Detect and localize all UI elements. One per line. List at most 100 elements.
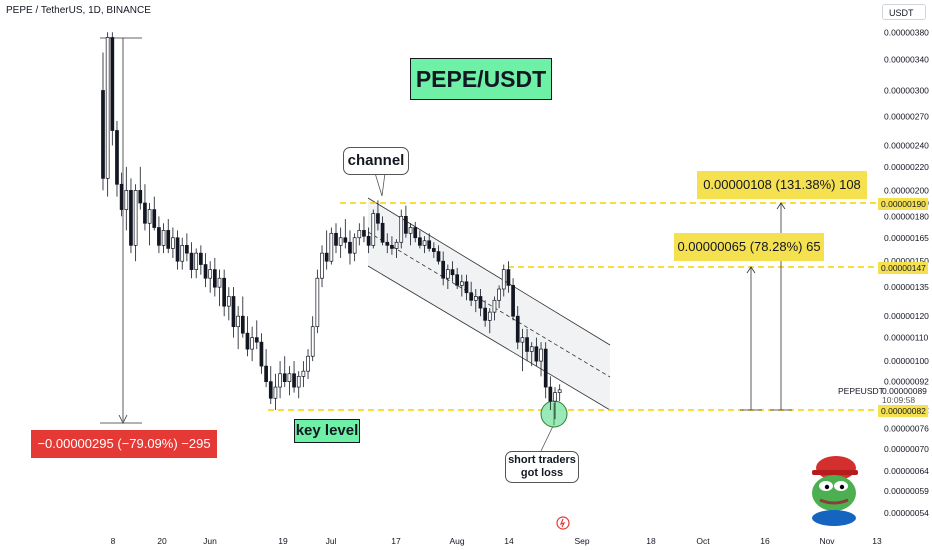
candle bbox=[553, 387, 557, 420]
candle-body bbox=[511, 285, 515, 317]
y-tick-label: 0.00000200 bbox=[884, 185, 929, 195]
candle-body bbox=[273, 386, 278, 399]
candle-body bbox=[422, 240, 427, 246]
x-tick-label: 16 bbox=[760, 536, 770, 546]
candle bbox=[105, 32, 110, 197]
candle-body bbox=[427, 240, 432, 249]
target2-arrow bbox=[776, 202, 786, 210]
drop-measure-label: −0.00000295 (−79.09%) −295 bbox=[31, 430, 217, 458]
candle-body bbox=[520, 337, 525, 343]
candle bbox=[548, 376, 553, 410]
y-tick-label: 0.00000092 bbox=[884, 377, 929, 387]
candle bbox=[273, 373, 278, 410]
candle bbox=[189, 242, 194, 279]
candle bbox=[385, 233, 390, 254]
candle-body bbox=[436, 251, 441, 262]
candle-body bbox=[376, 213, 380, 224]
candle-body bbox=[315, 277, 320, 328]
candle-body bbox=[222, 277, 227, 307]
y-tick-label: 0.00000150 bbox=[884, 256, 929, 266]
candle-body bbox=[390, 244, 394, 249]
descending-channel[interactable] bbox=[367, 197, 611, 411]
candle bbox=[222, 269, 227, 317]
candle-body bbox=[119, 183, 124, 210]
x-tick-label: 20 bbox=[157, 536, 167, 546]
candle-body bbox=[185, 244, 189, 254]
candle bbox=[515, 306, 520, 350]
x-tick-label: 18 bbox=[646, 536, 656, 546]
candle-body bbox=[194, 252, 199, 270]
candle bbox=[203, 253, 208, 288]
candle-body bbox=[529, 346, 534, 352]
x-tick-label: 19 bbox=[278, 536, 288, 546]
y-tick-label: 0.00000064 bbox=[884, 466, 929, 476]
candle bbox=[436, 245, 441, 265]
candle-body bbox=[129, 190, 133, 246]
candle bbox=[240, 296, 245, 338]
x-tick-label: Jul bbox=[326, 536, 337, 546]
candle-body bbox=[226, 296, 231, 307]
candle-body bbox=[231, 296, 236, 328]
candle bbox=[199, 245, 203, 275]
candle bbox=[441, 251, 446, 286]
candle bbox=[194, 248, 199, 279]
candle-body bbox=[296, 376, 301, 388]
price-tag-190: 0.00000190 bbox=[878, 198, 928, 210]
candle-body bbox=[450, 269, 455, 276]
candle-body bbox=[487, 311, 492, 321]
candle-body bbox=[147, 209, 152, 224]
candle bbox=[226, 287, 231, 321]
candle bbox=[450, 261, 455, 282]
candle-body bbox=[525, 337, 529, 352]
candle bbox=[115, 121, 119, 197]
candle bbox=[138, 166, 143, 210]
y-tick-label: 0.00000110 bbox=[884, 333, 929, 343]
candle bbox=[282, 356, 287, 388]
candle-body bbox=[324, 252, 329, 262]
candle-body bbox=[548, 386, 553, 402]
candle-body bbox=[161, 230, 166, 246]
candle-body bbox=[306, 355, 310, 372]
x-tick-label: 13 bbox=[872, 536, 882, 546]
candle-body bbox=[334, 232, 338, 246]
candle bbox=[525, 328, 529, 362]
candle bbox=[478, 289, 483, 317]
candle bbox=[259, 333, 264, 374]
candle bbox=[236, 306, 240, 350]
candle-body bbox=[464, 281, 469, 294]
candle-body bbox=[175, 237, 180, 262]
candle bbox=[492, 296, 497, 321]
candle bbox=[376, 200, 380, 231]
candle bbox=[357, 223, 362, 246]
candle-body bbox=[399, 215, 404, 243]
candle bbox=[543, 342, 548, 399]
candle bbox=[432, 242, 436, 258]
candle bbox=[427, 233, 432, 252]
candle-body bbox=[432, 248, 436, 252]
candle bbox=[501, 264, 506, 297]
key-level-label: key level bbox=[294, 419, 360, 443]
candle-body bbox=[171, 237, 175, 249]
candle bbox=[175, 230, 180, 270]
candle bbox=[324, 230, 329, 270]
candle-body bbox=[282, 373, 287, 383]
y-tick-label: 0.00000070 bbox=[884, 444, 929, 454]
candle bbox=[399, 209, 404, 249]
candle-body bbox=[245, 332, 250, 350]
candle-body bbox=[343, 237, 348, 243]
candle-body bbox=[404, 215, 408, 234]
candle bbox=[110, 32, 115, 146]
candle bbox=[320, 245, 324, 288]
candle bbox=[231, 287, 236, 338]
candle bbox=[212, 257, 217, 297]
candle-body bbox=[553, 392, 557, 402]
candle bbox=[119, 172, 124, 217]
y-tick-label: 0.00000076 bbox=[884, 424, 929, 434]
candle bbox=[133, 184, 138, 262]
candle-body bbox=[189, 252, 194, 270]
y-tick-label: 0.00000180 bbox=[884, 211, 929, 221]
candle-body bbox=[385, 241, 390, 246]
candle bbox=[422, 236, 427, 254]
currency-button[interactable]: USDT bbox=[882, 4, 926, 20]
